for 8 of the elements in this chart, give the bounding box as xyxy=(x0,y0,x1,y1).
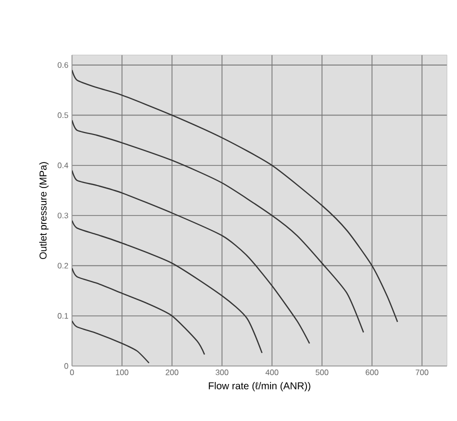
line-series xyxy=(72,170,310,344)
x-axis-title: Flow rate (ℓ/min (ANR)) xyxy=(208,382,310,392)
line-series xyxy=(72,220,263,354)
line-series xyxy=(72,120,364,333)
y-axis-title: Outlet pressure (MPa) xyxy=(39,162,49,260)
line-series xyxy=(72,320,150,364)
line-series xyxy=(72,268,206,356)
line-series xyxy=(72,69,398,322)
